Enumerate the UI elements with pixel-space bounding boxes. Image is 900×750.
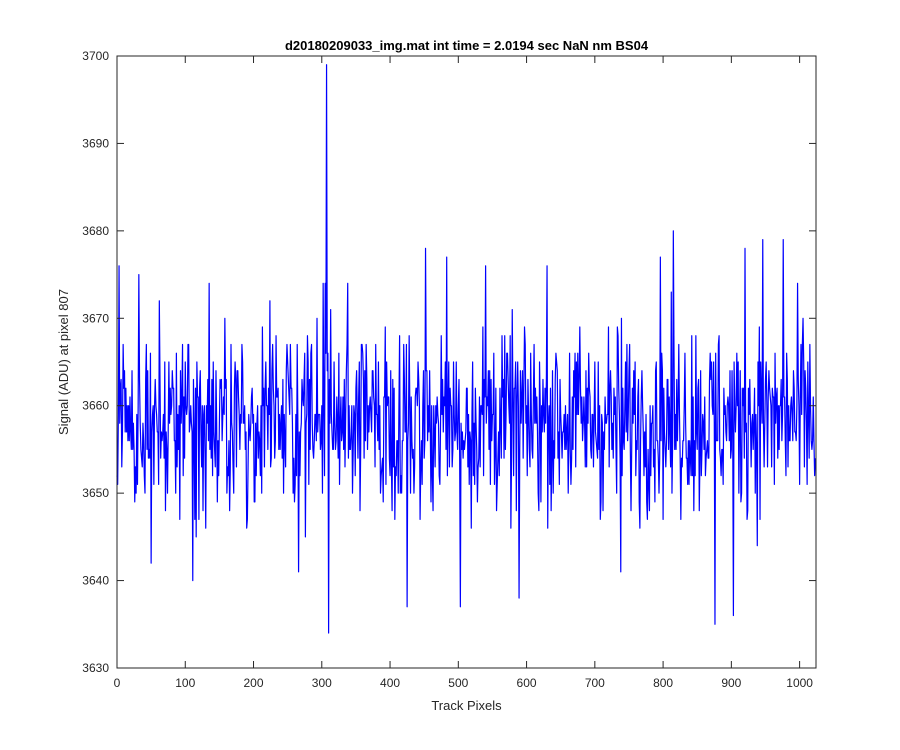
y-tick-label: 3650 xyxy=(82,486,109,500)
x-tick-label: 300 xyxy=(312,676,332,690)
x-tick-label: 500 xyxy=(448,676,468,690)
x-tick-label: 700 xyxy=(585,676,605,690)
plot-area xyxy=(117,56,816,668)
y-axis-title: Signal (ADU) at pixel 807 xyxy=(56,289,71,435)
y-tick-label: 3680 xyxy=(82,224,109,238)
series-layer xyxy=(116,64,816,634)
x-tick-label: 0 xyxy=(114,676,121,690)
x-tick-label: 1000 xyxy=(786,676,813,690)
x-tick-label: 800 xyxy=(653,676,673,690)
ticks-layer: 0 100 200 300 400 500 600 700 800 900 1000 3630 3640… xyxy=(82,49,816,690)
y-tick-label: 3670 xyxy=(82,311,109,325)
x-tick-label: 200 xyxy=(244,676,264,690)
y-tick-label: 3640 xyxy=(82,574,109,588)
series-line xyxy=(116,64,816,634)
plot-frame xyxy=(116,55,817,669)
x-tick-label: 900 xyxy=(721,676,741,690)
y-tick-label: 3660 xyxy=(82,399,109,413)
x-tick-label: 600 xyxy=(517,676,537,690)
y-tick-label: 3690 xyxy=(82,136,109,150)
y-tick-label: 3630 xyxy=(82,661,109,675)
x-axis-title: Track Pixels xyxy=(431,698,502,713)
x-tick-label: 100 xyxy=(175,676,195,690)
chart-title: d20180209033_img.mat int time = 2.0194 s… xyxy=(285,38,649,53)
x-tick-label: 400 xyxy=(380,676,400,690)
y-tick-label: 3700 xyxy=(82,49,109,63)
